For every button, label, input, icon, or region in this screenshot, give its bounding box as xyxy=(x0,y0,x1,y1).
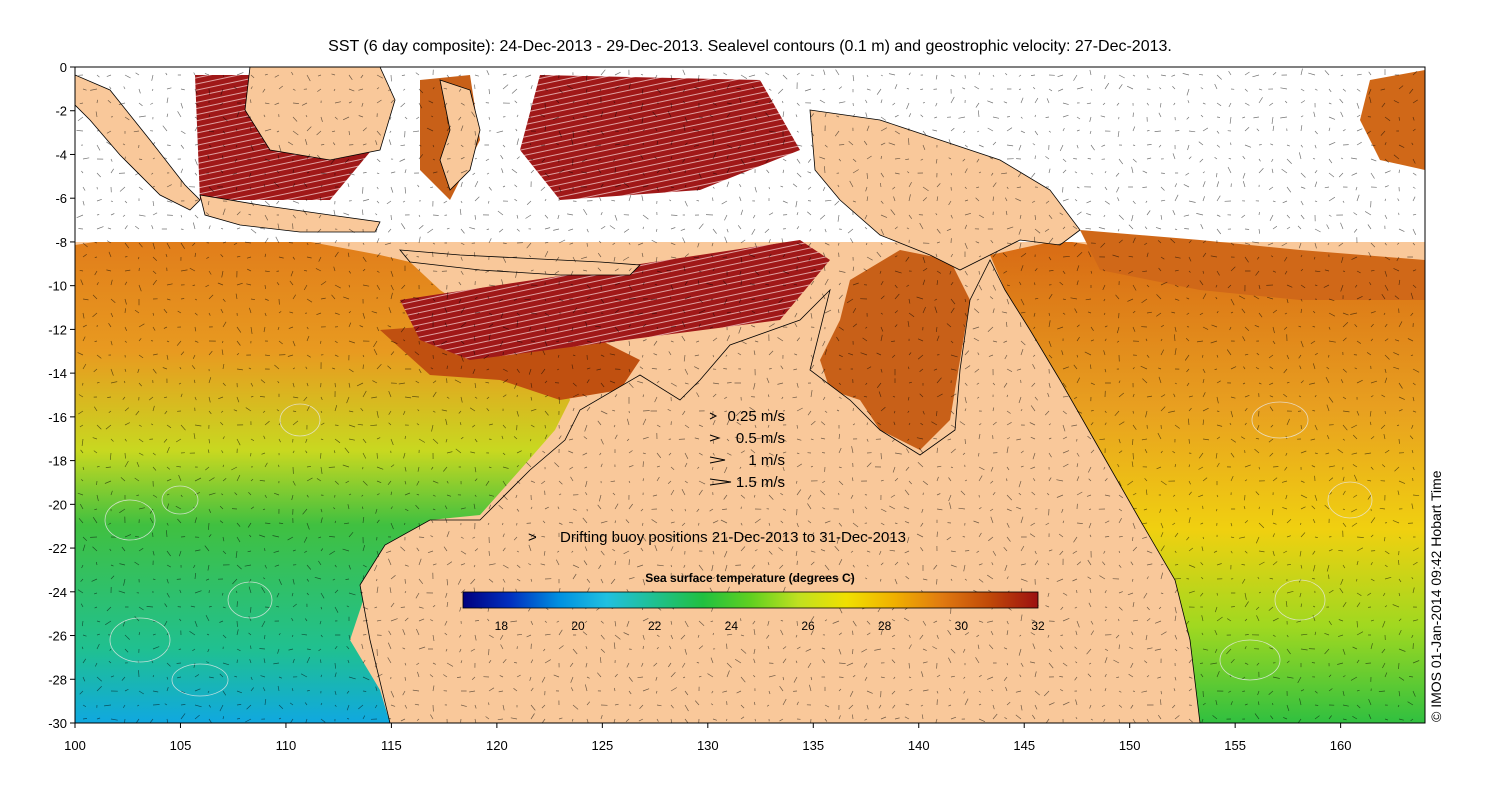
colorbar: Sea surface temperature (degrees C) 18 20… xyxy=(462,571,1045,633)
sealevel-contours xyxy=(104,401,1373,697)
y-tick-label: -8 xyxy=(55,235,67,250)
coral-sea-sst xyxy=(990,240,1425,723)
velocity-legend-arrow xyxy=(709,456,726,464)
colorbar-tick-label: 26 xyxy=(801,619,815,633)
y-tick-label: -22 xyxy=(48,541,67,556)
x-tick-label: 145 xyxy=(1013,738,1035,753)
y-tick-label: -24 xyxy=(48,585,67,600)
velocity-legend-label: 1 m/s xyxy=(748,452,785,469)
y-tick-label: -16 xyxy=(48,410,67,425)
sumatra-land xyxy=(75,74,201,211)
y-tick-label: -10 xyxy=(48,279,67,294)
colorbar-tick-label: 28 xyxy=(878,619,892,633)
x-tick-label: 120 xyxy=(486,738,508,753)
y-tick-label: -28 xyxy=(48,672,67,687)
buoy-legend-label: Drifting buoy positions 21-Dec-2013 to 3… xyxy=(560,529,906,546)
lesser-sunda-land xyxy=(399,249,641,276)
buoy-legend: > Drifting buoy positions 21-Dec-2013 to… xyxy=(528,529,906,546)
gulf-of-carpentaria-sst xyxy=(820,250,970,450)
colorbar-tick-label: 18 xyxy=(495,619,509,633)
x-tick-label: 105 xyxy=(170,738,192,753)
java-land xyxy=(199,194,381,233)
y-tick-label: -4 xyxy=(55,147,67,162)
velocity-legend: 0.25 m/s 0.5 m/s 1 m/s 1.5 m/s xyxy=(709,408,785,491)
y-axis: 0 -2 -4 -6 -8 -10 -12 -14 -16 -18 -20 -22 -24 -26 -28 -… xyxy=(48,60,75,731)
velocity-legend-label: 0.5 m/s xyxy=(736,430,785,447)
x-tick-label: 160 xyxy=(1330,738,1352,753)
borneo-land xyxy=(244,67,396,161)
new-guinea-land xyxy=(809,109,1081,271)
colorbar-gradient xyxy=(462,591,1039,609)
velocity-legend-arrow xyxy=(709,478,732,486)
y-tick-label: -26 xyxy=(48,629,67,644)
y-tick-label: -14 xyxy=(48,366,67,381)
colorbar-tick-label: 30 xyxy=(955,619,969,633)
x-tick-label: 130 xyxy=(697,738,719,753)
credit-text: © IMOS 01-Jan-2014 09:42 Hobart Time xyxy=(1428,470,1444,722)
colorbar-tick-label: 32 xyxy=(1031,619,1045,633)
plot-frame xyxy=(74,66,1426,724)
velocity-legend-arrow xyxy=(709,412,718,420)
velocity-legend-label: 1.5 m/s xyxy=(736,474,785,491)
y-tick-label: -30 xyxy=(48,716,67,731)
colorbar-tick-label: 24 xyxy=(725,619,739,633)
x-tick-label: 155 xyxy=(1224,738,1246,753)
map-title: SST (6 day composite): 24-Dec-2013 - 29-… xyxy=(328,38,1172,55)
x-tick-label: 150 xyxy=(1119,738,1141,753)
y-tick-label: -18 xyxy=(48,454,67,469)
velocity-arrows xyxy=(76,68,1420,723)
arafura-stripes xyxy=(400,240,830,360)
x-tick-label: 125 xyxy=(591,738,613,753)
x-tick-label: 140 xyxy=(908,738,930,753)
sulawesi-land xyxy=(439,79,481,191)
y-tick-label: -6 xyxy=(55,191,67,206)
colorbar-tick-label: 22 xyxy=(648,619,662,633)
colorbar-ticks: 18 20 22 24 26 28 30 32 xyxy=(495,619,1045,633)
y-tick-label: 0 xyxy=(60,60,67,75)
x-tick-label: 110 xyxy=(276,738,297,753)
x-tick-label: 115 xyxy=(381,738,402,753)
colorbar-tick-label: 20 xyxy=(571,619,585,633)
colorbar-title: Sea surface temperature (degrees C) xyxy=(645,571,854,585)
velocity-arrow-field xyxy=(76,68,1420,723)
velocity-legend-arrow xyxy=(709,434,721,442)
x-tick-label: 100 xyxy=(64,738,86,753)
velocity-legend-label: 0.25 m/s xyxy=(727,408,785,425)
y-tick-label: -12 xyxy=(48,322,67,337)
y-tick-label: -20 xyxy=(48,497,67,512)
x-axis: 100 105 110 115 120 125 130 135 140 145 150 155 160 xyxy=(64,723,1351,753)
north-east-sst-patch xyxy=(1360,70,1425,170)
x-tick-label: 135 xyxy=(802,738,824,753)
banda-sea-stripes xyxy=(520,75,800,200)
y-tick-label: -2 xyxy=(55,104,67,119)
buoy-symbol: > xyxy=(528,529,537,546)
